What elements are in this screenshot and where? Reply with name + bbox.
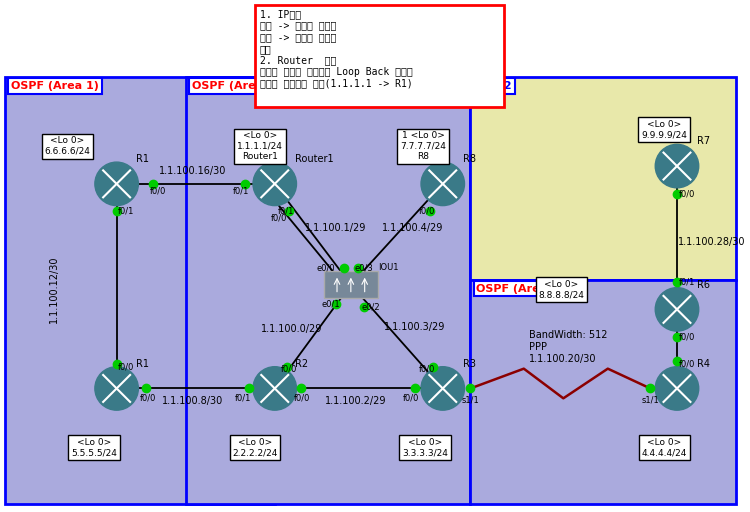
Text: 1.1.100.1/29: 1.1.100.1/29 xyxy=(305,223,367,233)
Text: IOU1: IOU1 xyxy=(379,263,399,272)
Text: OSPF (Area 1): OSPF (Area 1) xyxy=(10,81,99,91)
Text: R1: R1 xyxy=(136,359,149,369)
Text: <Lo 0>
4.4.4.4/24: <Lo 0> 4.4.4.4/24 xyxy=(641,438,687,457)
Text: OSPF (Area 0): OSPF (Area 0) xyxy=(192,81,280,91)
Circle shape xyxy=(656,367,699,410)
Text: 1.1.100.3/29: 1.1.100.3/29 xyxy=(385,322,446,332)
Text: f0/0: f0/0 xyxy=(140,394,157,403)
Text: R1: R1 xyxy=(136,154,149,164)
Text: R7: R7 xyxy=(697,136,710,146)
Text: RIPv2: RIPv2 xyxy=(476,81,512,91)
Text: 1.1.100.28/30: 1.1.100.28/30 xyxy=(678,237,746,247)
Circle shape xyxy=(656,288,699,331)
Text: e0/3: e0/3 xyxy=(354,263,373,272)
Circle shape xyxy=(253,162,296,206)
Text: 1.1.100.2/29: 1.1.100.2/29 xyxy=(325,396,386,407)
Text: <Lo 0>
2.2.2.2/24: <Lo 0> 2.2.2.2/24 xyxy=(232,438,278,457)
Text: e0/0: e0/0 xyxy=(316,263,335,272)
Text: <Lo 0>
9.9.9.9/24: <Lo 0> 9.9.9.9/24 xyxy=(641,120,687,139)
Circle shape xyxy=(95,367,138,410)
Text: <Lo 0>
8.8.8.8/24: <Lo 0> 8.8.8.8/24 xyxy=(538,280,584,299)
FancyBboxPatch shape xyxy=(324,271,377,298)
Circle shape xyxy=(253,367,296,410)
Text: 1.1.100.8/30: 1.1.100.8/30 xyxy=(162,396,224,407)
Circle shape xyxy=(421,367,464,410)
Text: f0/0: f0/0 xyxy=(271,214,287,223)
Text: f0/0: f0/0 xyxy=(679,332,695,342)
Circle shape xyxy=(656,144,699,188)
Text: f0/0: f0/0 xyxy=(679,359,695,368)
Text: s1/1: s1/1 xyxy=(461,396,479,405)
Text: <Lo 0>
1.1.1.1/24
Router1: <Lo 0> 1.1.1.1/24 Router1 xyxy=(237,132,283,161)
Text: R8: R8 xyxy=(463,154,476,164)
Circle shape xyxy=(95,162,138,206)
Text: R6: R6 xyxy=(697,280,709,290)
Bar xyxy=(5,77,274,504)
Text: <Lo 0>
3.3.3.3/24: <Lo 0> 3.3.3.3/24 xyxy=(402,438,448,457)
Text: 1.1.100.0/29: 1.1.100.0/29 xyxy=(261,324,322,334)
Text: f0/1: f0/1 xyxy=(233,186,249,195)
Text: BandWidth: 512
PPP
1.1.100.20/30: BandWidth: 512 PPP 1.1.100.20/30 xyxy=(529,330,608,364)
Text: s1/1: s1/1 xyxy=(641,396,659,405)
Text: f0/1: f0/1 xyxy=(679,277,695,286)
Bar xyxy=(470,280,736,504)
Bar xyxy=(470,77,736,280)
Text: <Lo 0>
6.6.6.6/24: <Lo 0> 6.6.6.6/24 xyxy=(44,136,90,156)
Circle shape xyxy=(421,162,464,206)
Text: 1.1.100.16/30: 1.1.100.16/30 xyxy=(159,166,226,176)
Bar xyxy=(255,5,504,107)
Text: R4: R4 xyxy=(697,359,709,369)
Text: <Lo 0>
5.5.5.5/24: <Lo 0> 5.5.5.5/24 xyxy=(71,438,117,457)
Text: Router1: Router1 xyxy=(295,154,333,164)
Text: R3: R3 xyxy=(463,359,476,369)
Text: f0/0: f0/0 xyxy=(280,364,297,373)
Text: 1. IP설정
왼쪽 -> 오른쪽 순으로
위쪽 -> 아래쪽 순으로
설정
2. Router  설정
라우터 이름과 상관없이 Loop Back 번호를
: 1. IP설정 왼쪽 -> 오른쪽 순으로 위쪽 -> 아래쪽 순으로 설정 2… xyxy=(260,9,413,89)
Text: e0/1: e0/1 xyxy=(322,300,340,309)
Text: 1.1.100.4/29: 1.1.100.4/29 xyxy=(382,223,444,233)
Text: e0/2: e0/2 xyxy=(362,303,380,312)
Text: OSPF (Area 2): OSPF (Area 2) xyxy=(476,284,564,294)
Text: f0/0: f0/0 xyxy=(294,394,310,403)
Bar xyxy=(186,77,470,504)
Text: 1 <Lo 0>
7.7.7.7/24
R8: 1 <Lo 0> 7.7.7.7/24 R8 xyxy=(400,132,446,161)
Text: f0/0: f0/0 xyxy=(419,364,435,373)
Text: f0/0: f0/0 xyxy=(150,186,166,195)
Text: f0/0: f0/0 xyxy=(679,189,695,198)
Text: f0/0: f0/0 xyxy=(403,394,419,403)
Text: f0/1: f0/1 xyxy=(118,206,135,215)
Text: f0/1: f0/1 xyxy=(235,394,251,403)
Text: f0/0: f0/0 xyxy=(419,206,435,215)
Text: R2: R2 xyxy=(295,359,307,369)
Text: f0/0: f0/0 xyxy=(118,362,135,371)
Text: f0/1: f0/1 xyxy=(278,206,294,215)
Text: 1.1.100.12/30: 1.1.100.12/30 xyxy=(50,256,59,324)
